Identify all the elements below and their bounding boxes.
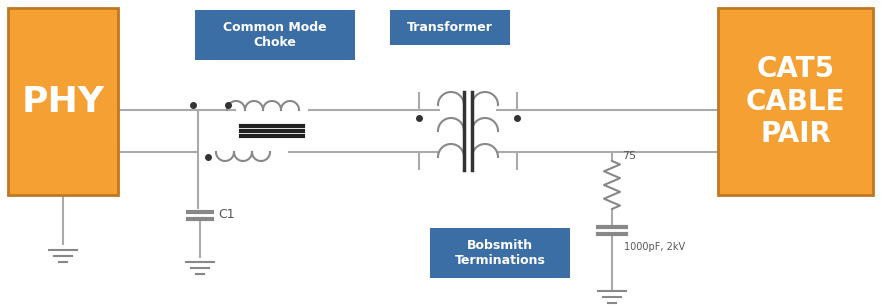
Text: 1000pF, 2kV: 1000pF, 2kV xyxy=(624,242,685,252)
FancyBboxPatch shape xyxy=(718,8,873,195)
Text: PHY: PHY xyxy=(21,84,105,119)
FancyBboxPatch shape xyxy=(430,228,570,278)
FancyBboxPatch shape xyxy=(390,10,510,45)
Text: Common Mode
Choke: Common Mode Choke xyxy=(223,21,327,49)
Text: 75: 75 xyxy=(622,151,636,161)
FancyBboxPatch shape xyxy=(8,8,118,195)
Text: Transformer: Transformer xyxy=(407,21,493,34)
Text: Bobsmith
Terminations: Bobsmith Terminations xyxy=(455,239,545,267)
FancyBboxPatch shape xyxy=(195,10,355,60)
Text: C1: C1 xyxy=(218,209,234,221)
Text: CAT5
CABLE
PAIR: CAT5 CABLE PAIR xyxy=(745,55,845,148)
